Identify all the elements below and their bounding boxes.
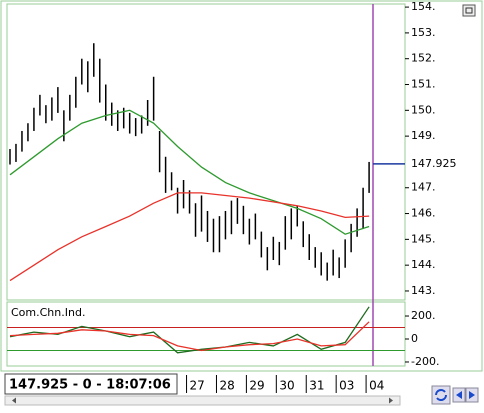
x-tick-label: 04	[369, 379, 384, 393]
y-tick-label: 153.	[411, 26, 436, 39]
y-tick-label: 152.	[411, 52, 436, 65]
y-tick-label: 0	[411, 332, 418, 345]
y-tick-label: 147.	[411, 181, 436, 194]
status-text: 147.925 - 0 - 18:07:06	[9, 378, 171, 393]
panel-title: Com.Chn.Ind.	[11, 306, 85, 319]
indicator-line	[9, 192, 370, 282]
y-tick-label: 200.	[411, 309, 436, 322]
panel-button[interactable]	[462, 4, 476, 17]
last-value-label: 147.925	[411, 157, 457, 170]
y-tick-label: 154.	[411, 0, 436, 13]
y-tick-label: 145.	[411, 232, 436, 245]
y-tick-label: 144.	[411, 258, 436, 271]
scroll-left[interactable]	[12, 397, 16, 404]
refresh-icon	[435, 389, 447, 401]
y-tick-label: 149.	[411, 129, 436, 142]
y-tick-label: 151.	[411, 78, 436, 91]
status-box	[4, 373, 178, 395]
y-tick-label: -200.	[411, 355, 439, 368]
scrollbar[interactable]	[4, 395, 401, 406]
y-tick-label: 150.	[411, 103, 436, 116]
main-panel	[6, 3, 406, 301]
y-tick-label: 146.	[411, 207, 436, 220]
indicator-panel	[6, 301, 406, 367]
x-tick-label: 31	[309, 379, 324, 393]
y-tick-label: 143.	[411, 284, 436, 297]
x-tick-label: 27	[190, 379, 205, 393]
scroll-right[interactable]	[389, 397, 393, 404]
next-icon	[469, 391, 475, 399]
x-tick-label: 28	[219, 379, 234, 393]
refresh-button[interactable]	[431, 385, 451, 405]
indicator-line	[9, 321, 370, 352]
x-tick-label: 29	[249, 379, 264, 393]
indicator-line	[9, 109, 370, 235]
prev-icon	[456, 391, 462, 399]
x-tick-label: 03	[339, 379, 354, 393]
panel-button-icon	[465, 7, 473, 14]
x-tick-label: 30	[279, 379, 294, 393]
